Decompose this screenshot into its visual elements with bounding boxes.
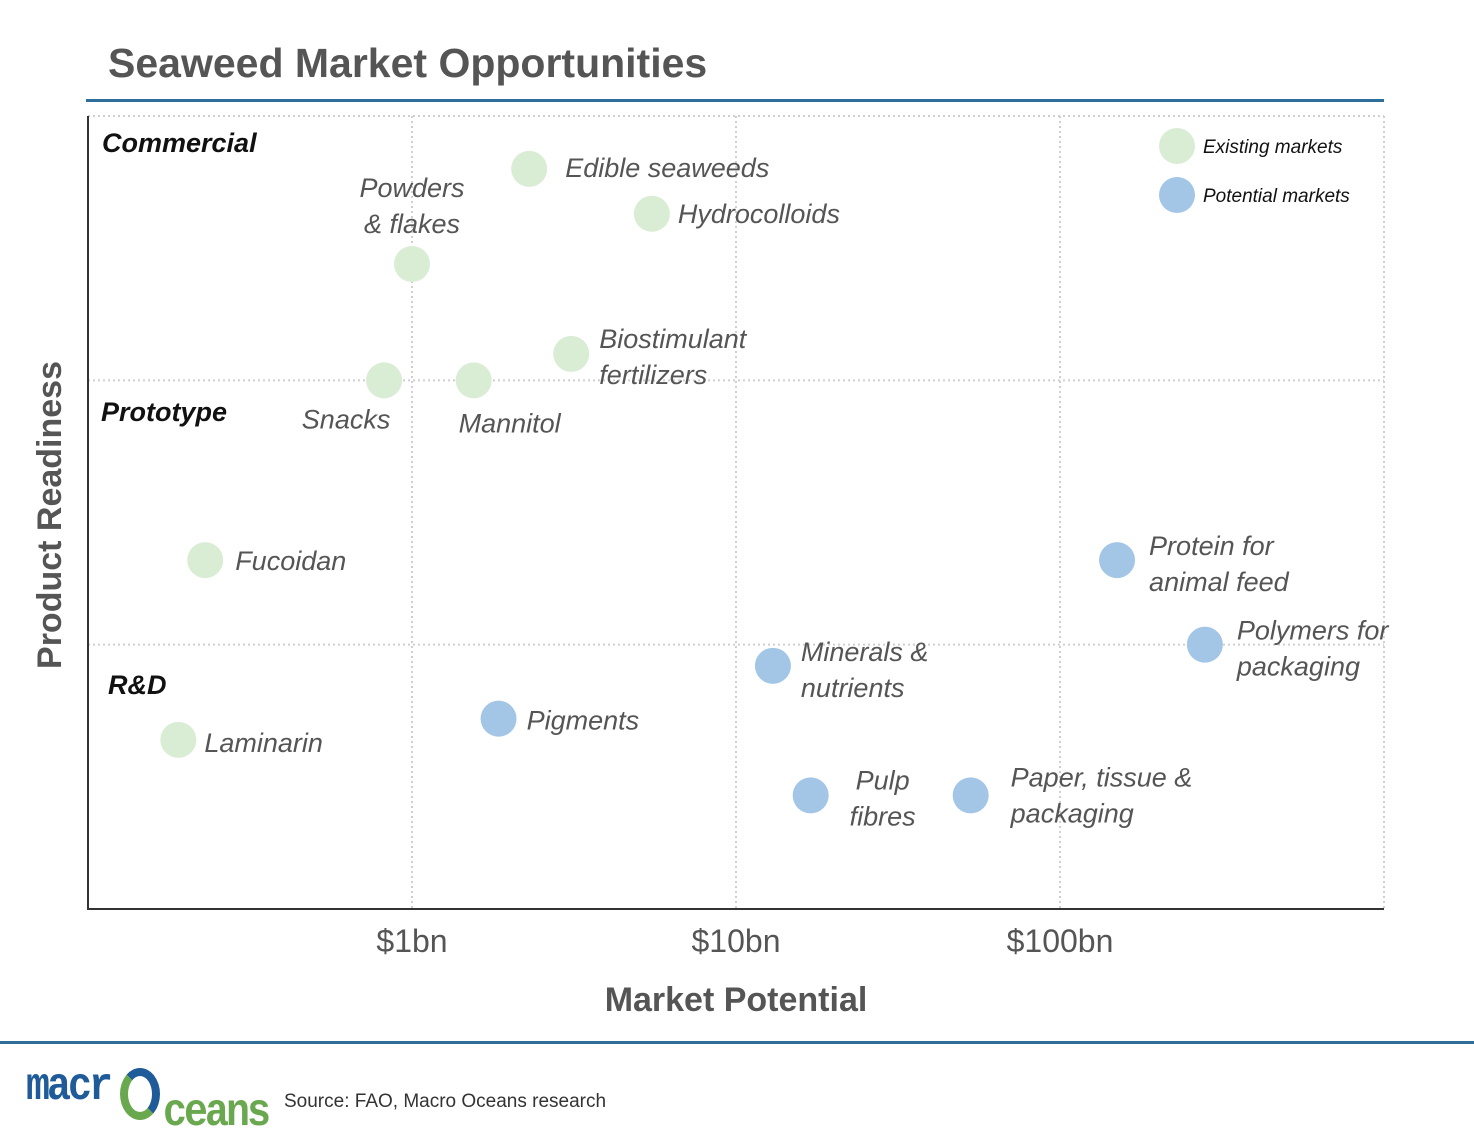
point-snacks [366, 362, 403, 399]
logo-o-icon [120, 1068, 160, 1120]
source-note: Source: FAO, Macro Oceans research [284, 1091, 607, 1112]
point-label-protein-for-animal-feed-line-2: animal feed [1149, 567, 1290, 597]
legend-marker-existing-markets [1159, 128, 1195, 164]
logo-text-macr: macr [26, 1062, 113, 1114]
point-label-edible-seaweeds: Edible seaweeds [565, 153, 769, 183]
x-tick-label-10bn: $10bn [692, 923, 781, 959]
point-label-laminarin: Laminarin [204, 728, 323, 758]
point-mannitol [455, 362, 492, 399]
footer-divider [0, 1041, 1474, 1044]
band-label-prototype: Prototype [101, 397, 227, 427]
point-label-minerals-nutrients-line-2: nutrients [801, 673, 905, 703]
point-label-mannitol: Mannitol [459, 408, 562, 438]
point-label-biostimulant-fertilizers-line-2: fertilizers [599, 360, 707, 390]
point-powders-flakes [394, 246, 430, 283]
band-label-r-d: R&D [108, 670, 167, 700]
point-pigments [480, 700, 517, 737]
point-label-pulp-fibres-line-2: fibres [850, 801, 916, 831]
point-label-biostimulant-fertilizers-line-1: Biostimulant [599, 324, 748, 354]
band-label-commercial: Commercial [102, 128, 257, 158]
point-label-powders-flakes-line-2: & flakes [364, 209, 460, 239]
scatter-chart: Commercial Prototype R&D $1bn $10bn $100bn Mar… [31, 115, 1390, 1019]
x-axis-title: Market Potential [605, 981, 868, 1019]
legend-marker-potential-markets [1159, 177, 1195, 213]
point-fucoidan [187, 542, 224, 579]
point-label-paper-tissue-packaging-line-2: packaging [1010, 798, 1134, 828]
point-paper-tissue-packaging [952, 777, 989, 814]
point-polymers-for-packaging [1186, 626, 1223, 663]
point-label-pulp-fibres-line-1: Pulp [856, 765, 910, 795]
legend-label-potential-markets: Potential markets [1203, 186, 1350, 207]
point-label-polymers-for-packaging-line-2: packaging [1236, 652, 1360, 682]
x-tick-label-100bn: $100bn [1007, 923, 1114, 959]
y-axis-title: Product Readiness [31, 361, 69, 669]
point-label-hydrocolloids: Hydrocolloids [678, 199, 840, 229]
point-biostimulant-fertilizers [553, 335, 590, 372]
point-label-snacks: Snacks [302, 404, 391, 434]
legend-label-existing-markets: Existing markets [1203, 137, 1343, 158]
x-tick-label-1bn: $1bn [376, 923, 447, 959]
point-label-fucoidan: Fucoidan [235, 546, 346, 576]
point-protein-for-animal-feed [1099, 542, 1136, 579]
logo-text-ceans: ceans [163, 1088, 271, 1140]
point-label-powders-flakes-line-1: Powders [359, 173, 464, 203]
macro-oceans-logo: macr ceans [26, 1060, 276, 1140]
chart-title: Seaweed Market Opportunities [108, 40, 708, 86]
point-label-protein-for-animal-feed-line-1: Protein for [1149, 531, 1275, 561]
point-hydrocolloids [633, 195, 670, 232]
point-label-paper-tissue-packaging-line-1: Paper, tissue & [1011, 762, 1193, 792]
point-pulp-fibres [792, 777, 829, 814]
point-label-polymers-for-packaging-line-1: Polymers for [1237, 616, 1390, 646]
point-label-pigments: Pigments [527, 706, 640, 736]
point-label-minerals-nutrients-line-1: Minerals & [801, 637, 929, 667]
point-minerals-nutrients [754, 647, 791, 684]
point-laminarin [160, 721, 197, 758]
point-edible-seaweeds [511, 150, 548, 187]
title-divider [86, 99, 1384, 102]
